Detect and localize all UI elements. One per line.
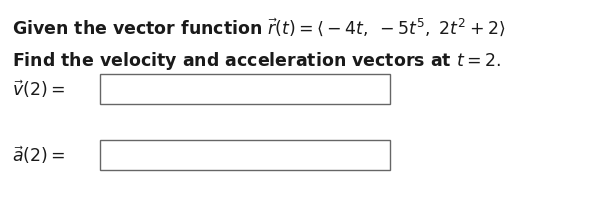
Bar [100, 74, 390, 104]
Text: Find the velocity and acceleration vectors at $t = 2.$: Find the velocity and acceleration vecto… [12, 50, 501, 72]
Bar [100, 140, 390, 170]
Text: $\vec{v}(2) =$: $\vec{v}(2) =$ [12, 78, 65, 100]
Text: $\vec{a}(2) =$: $\vec{a}(2) =$ [12, 144, 65, 166]
Text: Given the vector function $\vec{r}(t) = \langle -4t,\; -5t^5,\; 2t^2+2 \rangle$: Given the vector function $\vec{r}(t) = … [12, 16, 506, 38]
